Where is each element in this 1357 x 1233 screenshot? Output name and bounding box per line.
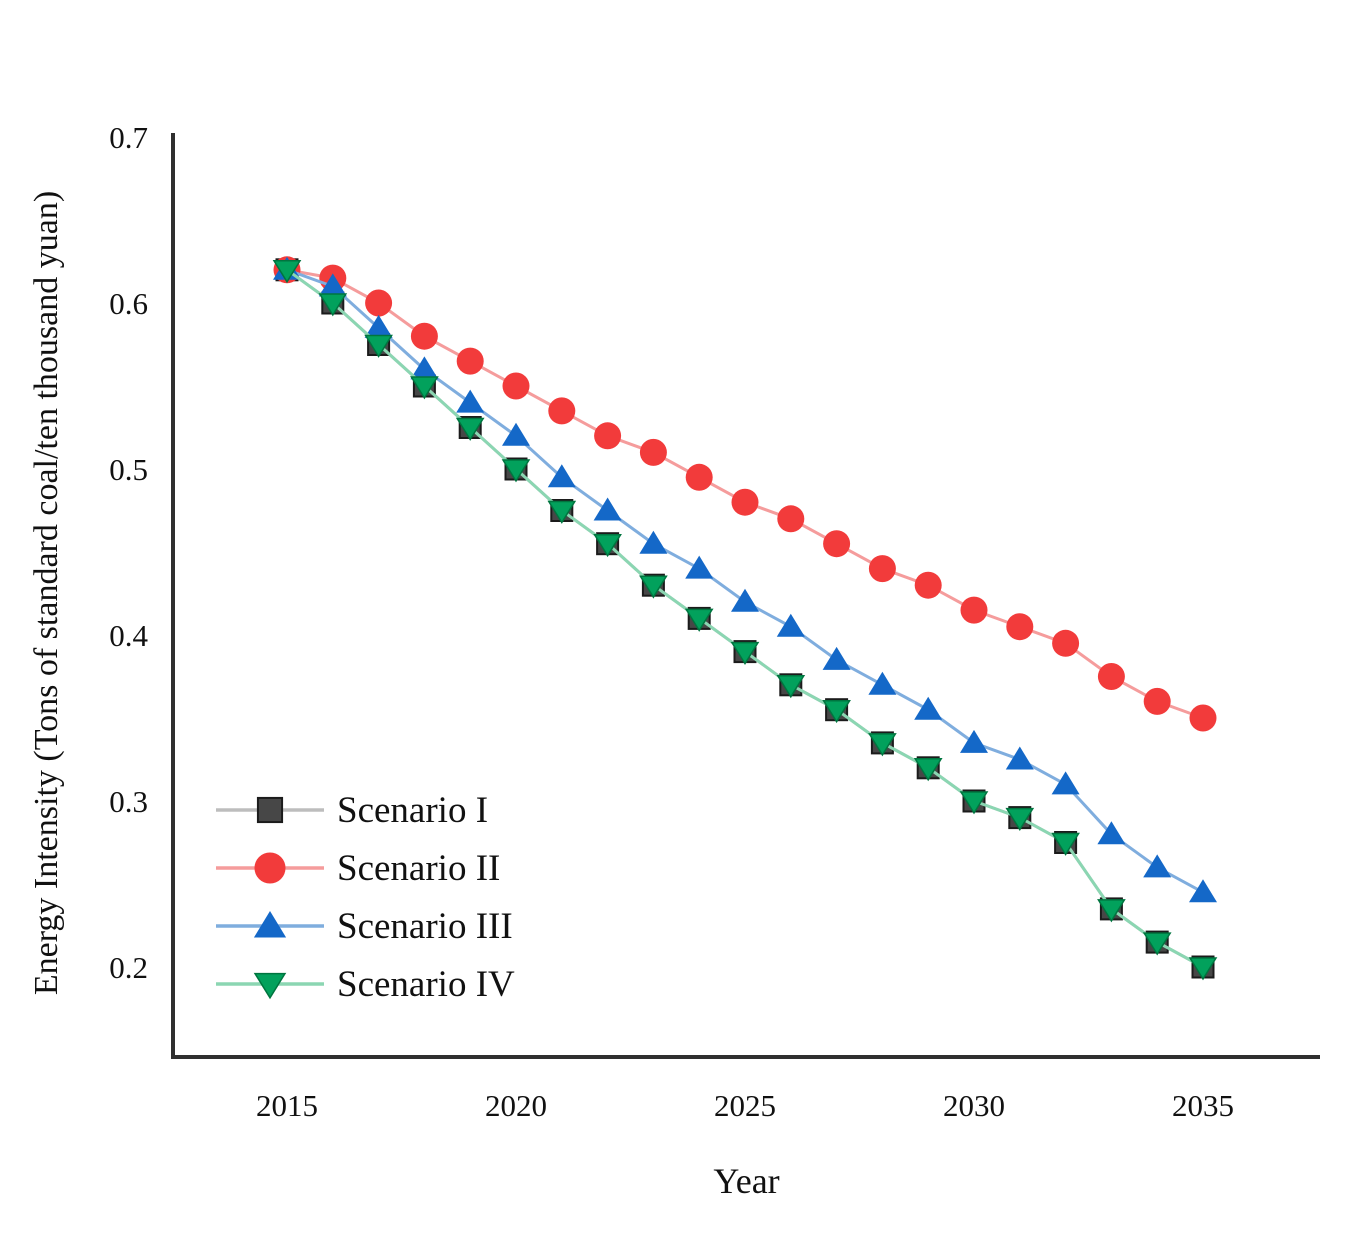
x-tick-label: 2020	[485, 1088, 547, 1123]
legend-item-scenario-iii: Scenario III	[216, 906, 513, 947]
data-point	[822, 699, 851, 724]
y-tick-label: 0.5	[109, 452, 148, 487]
data-point	[730, 641, 760, 666]
data-point	[868, 671, 897, 695]
data-point	[685, 555, 714, 579]
data-point	[1189, 879, 1217, 903]
data-point	[593, 533, 622, 558]
data-point	[639, 530, 668, 554]
legend-marker	[254, 852, 286, 884]
data-point	[364, 334, 393, 358]
x-tick-label: 2030	[943, 1088, 1005, 1123]
data-point	[684, 608, 714, 632]
y-tick-label: 0.4	[109, 618, 148, 653]
data-point	[822, 646, 851, 670]
y-tick-label: 0.2	[109, 950, 148, 985]
data-point	[593, 497, 622, 521]
data-point	[1143, 687, 1171, 715]
data-point	[731, 588, 759, 612]
data-point	[777, 505, 805, 533]
legend-item-scenario-iv: Scenario IV	[216, 964, 515, 1005]
data-point	[502, 422, 530, 446]
data-point	[1005, 746, 1034, 770]
legend-marker	[253, 911, 287, 938]
data-point	[594, 422, 622, 450]
data-point	[1097, 899, 1126, 923]
legend-item-scenario-i: Scenario I	[216, 790, 488, 831]
data-point	[410, 356, 439, 380]
data-point	[456, 389, 485, 413]
data-point	[868, 555, 896, 583]
legend-marker	[256, 796, 284, 824]
data-point	[1052, 629, 1080, 657]
y-tick-label: 0.6	[109, 286, 148, 321]
x-axis-title: Year	[713, 1161, 780, 1201]
data-point	[1188, 957, 1218, 981]
data-point	[1097, 663, 1125, 690]
data-point	[318, 293, 348, 317]
data-point	[410, 322, 438, 350]
data-point	[914, 696, 943, 720]
data-point	[272, 260, 302, 284]
data-point	[685, 463, 713, 491]
data-point	[913, 758, 943, 782]
x-tick-label: 2025	[714, 1088, 776, 1123]
data-point	[1097, 821, 1126, 845]
data-point	[1142, 932, 1172, 956]
data-point	[914, 571, 942, 599]
data-point	[364, 314, 393, 338]
data-point	[1143, 854, 1172, 878]
data-point	[868, 733, 897, 757]
data-point	[1006, 613, 1034, 641]
data-point	[960, 596, 988, 624]
data-point	[776, 675, 806, 699]
data-point	[639, 438, 667, 466]
data-point	[960, 729, 988, 753]
data-point	[1189, 704, 1217, 732]
data-point	[547, 464, 576, 488]
data-point	[547, 500, 577, 524]
data-point	[1051, 832, 1080, 856]
data-point	[410, 376, 439, 400]
x-tick-label: 2015	[256, 1088, 318, 1123]
data-point	[365, 289, 393, 317]
legend-marker	[253, 972, 287, 1000]
legend-label: Scenario II	[337, 848, 500, 889]
data-point	[1005, 807, 1035, 832]
data-point	[959, 791, 989, 815]
x-tick-label: 2035	[1172, 1088, 1234, 1123]
legend-item-scenario-ii: Scenario II	[216, 848, 500, 889]
data-point	[639, 575, 668, 599]
legend-label: Scenario IV	[337, 964, 515, 1005]
data-point	[318, 273, 347, 297]
data-point	[776, 613, 805, 637]
y-tick-label: 0.7	[109, 120, 148, 155]
data-point	[456, 347, 484, 375]
data-point	[548, 397, 576, 425]
data-point	[731, 488, 759, 516]
legend-label: Scenario I	[337, 790, 488, 831]
data-point	[502, 372, 530, 400]
y-tick-label: 0.3	[109, 784, 148, 819]
data-point	[501, 459, 531, 483]
data-point	[823, 530, 851, 558]
data-point	[455, 417, 485, 441]
legend-label: Scenario III	[337, 906, 513, 947]
data-point	[1051, 771, 1080, 795]
